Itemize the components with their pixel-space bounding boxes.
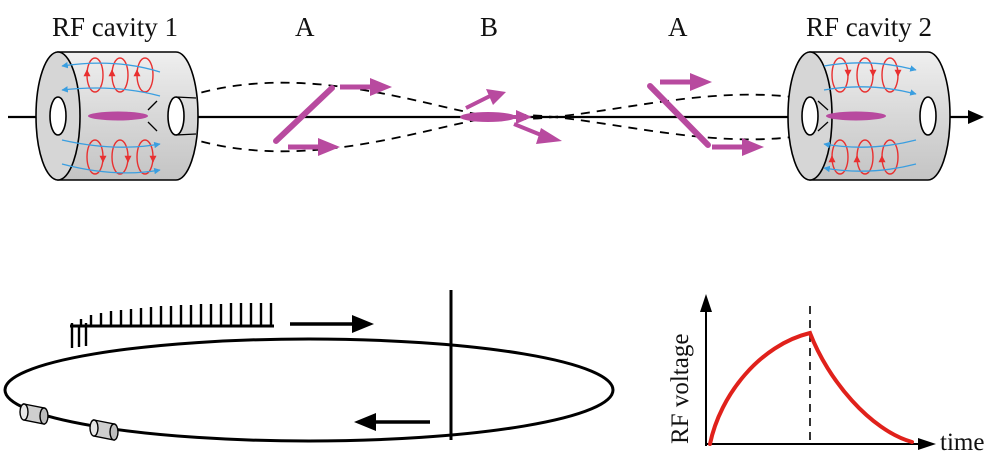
point-b-label: B xyxy=(480,12,499,42)
storage-ring xyxy=(3,290,615,443)
ring-cavities xyxy=(19,403,119,441)
cavity-1-label: RF cavity 1 xyxy=(52,12,178,42)
cavity-2-label: RF cavity 2 xyxy=(806,12,932,42)
point-a-right-label: A xyxy=(668,12,688,42)
rf-voltage-plot: RF voltage time xyxy=(667,294,984,456)
circulation-arrows xyxy=(290,315,430,431)
bunch-a-left xyxy=(273,78,392,156)
bunch-b xyxy=(460,89,562,144)
point-a-left-label: A xyxy=(295,12,315,42)
rf-cavity-2 xyxy=(787,51,951,181)
bunch-a-right xyxy=(647,73,764,156)
voltage-curve xyxy=(708,330,914,446)
rf-cavity-1 xyxy=(35,51,199,181)
plot-ylabel: RF voltage xyxy=(667,334,694,444)
plot-xlabel: time xyxy=(940,429,984,456)
bunch-train xyxy=(70,303,274,348)
